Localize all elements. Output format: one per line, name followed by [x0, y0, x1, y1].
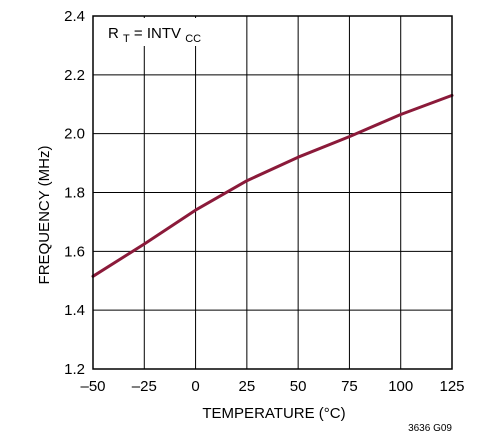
y-tick-labels: 1.2 1.4 1.6 1.8 2.0 2.2 2.4	[64, 8, 85, 378]
y-tick-label: 1.6	[64, 243, 85, 260]
x-tick-label: –25	[132, 378, 157, 395]
y-tick-label: 2.2	[64, 67, 85, 84]
x-tick-label: 0	[191, 378, 199, 395]
x-tick-label: 50	[290, 378, 307, 395]
y-tick-label: 2.4	[64, 8, 85, 25]
plot-frame	[92, 15, 453, 370]
x-axis-label: TEMPERATURE (°C)	[202, 405, 345, 422]
annotation-main: R	[108, 25, 119, 42]
annotation-sub-cc: CC	[185, 33, 201, 45]
y-tick-label: 1.2	[64, 361, 85, 378]
frequency-series-line	[91, 93, 454, 278]
y-axis-label: FREQUENCY (MHz)	[36, 146, 53, 285]
x-tick-labels: –50 –25 0 25 50 75 100 125	[80, 378, 464, 395]
annotation-sub-t: T	[123, 33, 130, 45]
series-layer	[91, 93, 454, 278]
x-tick-label: 25	[239, 378, 256, 395]
annotation-mid: = INTV	[134, 25, 181, 42]
x-tick-label: 100	[388, 378, 413, 395]
annotation-background	[102, 18, 228, 46]
x-tick-label: –50	[80, 378, 105, 395]
y-tick-label: 1.8	[64, 185, 85, 202]
figure-note: 3636 G09	[408, 423, 452, 434]
rt-annotation-text: R T = INTV CC	[108, 25, 201, 46]
grid-lines	[92, 15, 453, 370]
y-tick-label: 2.0	[64, 126, 85, 143]
y-tick-label: 1.4	[64, 302, 85, 319]
x-tick-label: 75	[341, 378, 358, 395]
rt-annotation: R T = INTV CC	[102, 18, 228, 46]
x-tick-label: 125	[439, 378, 464, 395]
